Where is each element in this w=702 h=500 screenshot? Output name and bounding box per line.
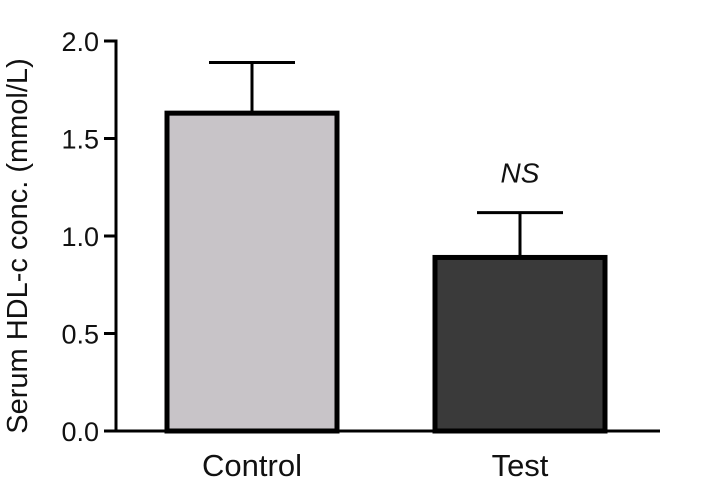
significance-annotation: NS — [501, 158, 540, 189]
y-tick-label: 1.5 — [61, 125, 99, 155]
marks-layer: NS — [164, 60, 608, 434]
y-tick-label: 2.0 — [61, 27, 99, 57]
y-tick-label: 0.5 — [61, 320, 99, 350]
bar-control — [164, 110, 340, 434]
y-ticks: 0.0 0.5 1.0 1.5 2.0 — [61, 27, 116, 447]
x-categories: Control Test — [202, 448, 549, 483]
y-axis-title: Serum HDL-c conc. (mmol/L) — [2, 58, 34, 433]
x-category-label: Test — [492, 448, 549, 483]
y-tick-label: 1.0 — [61, 222, 99, 252]
x-category-label: Control — [202, 448, 302, 483]
bar-test — [432, 254, 608, 434]
y-tick-label: 0.0 — [61, 417, 99, 447]
